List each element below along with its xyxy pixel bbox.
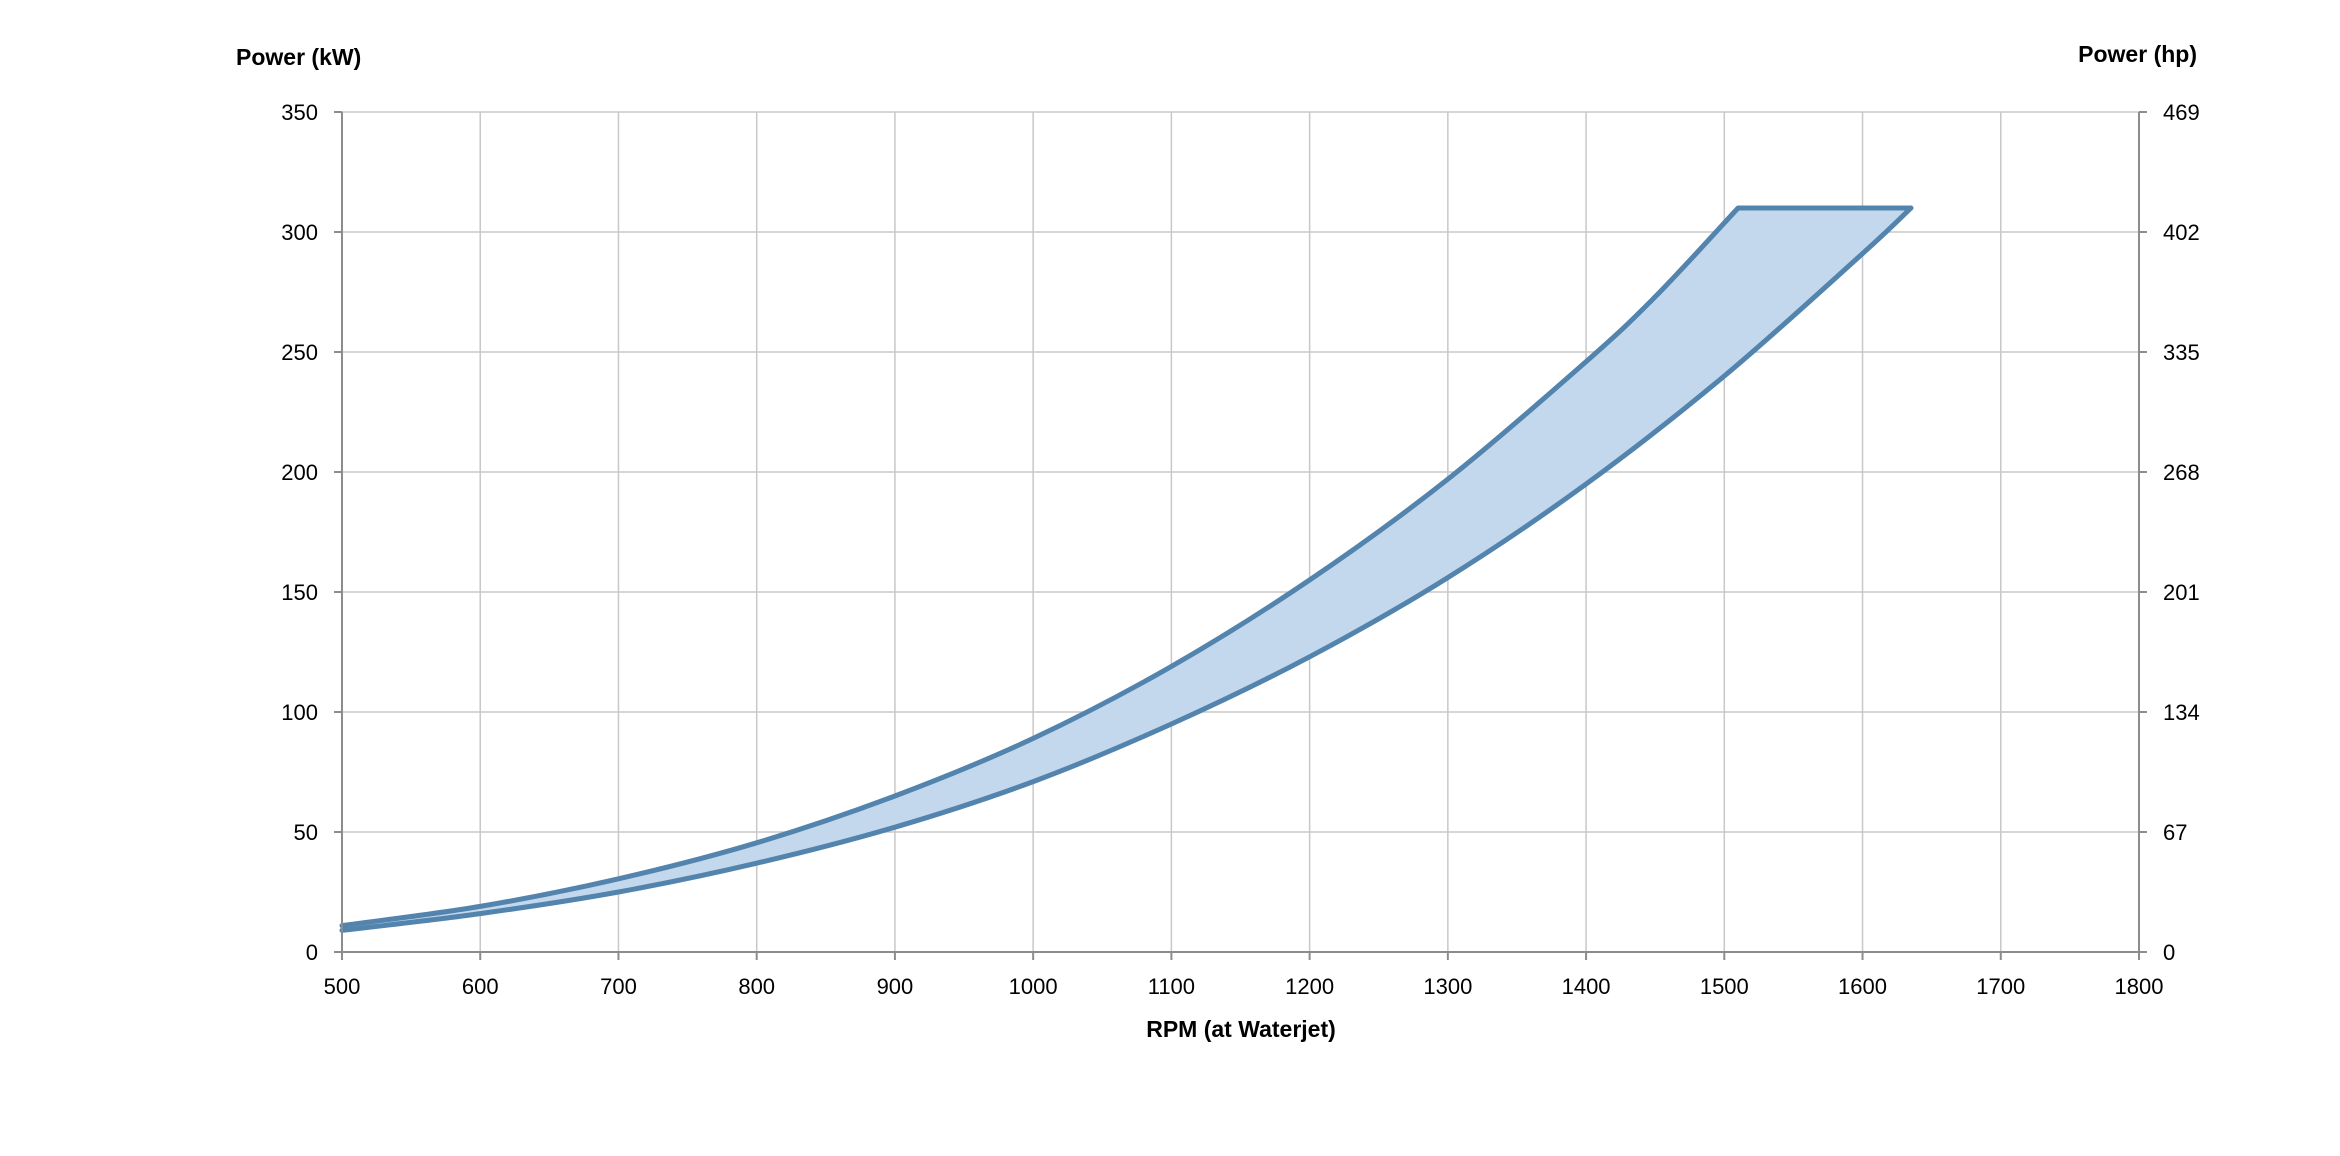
- x-tick-label: 600: [462, 974, 499, 999]
- y-left-tick-label: 350: [281, 100, 318, 125]
- labels-layer: 0 0 50 67 100 134 150 201 200 268 250 335 300 402 350 4…: [281, 100, 2199, 999]
- y-left-axis-title: Power (kW): [236, 44, 361, 70]
- y-right-tick-label: 469: [2163, 100, 2200, 125]
- x-tick-label: 1300: [1423, 974, 1472, 999]
- y-left-tick-label: 100: [281, 700, 318, 725]
- y-right-tick-label: 402: [2163, 220, 2200, 245]
- lower-power-curve: [339, 205, 1914, 933]
- x-tick-label: 1800: [2115, 974, 2164, 999]
- power-band-fill: [342, 208, 1911, 931]
- x-tick-label: 500: [324, 974, 361, 999]
- y-left-tick-label: 150: [281, 580, 318, 605]
- x-tick-label: 800: [738, 974, 775, 999]
- y-left-tick-label: 50: [294, 820, 318, 845]
- x-tick-label: 1000: [1009, 974, 1058, 999]
- y-left-tick-label: 300: [281, 220, 318, 245]
- y-right-tick-label: 0: [2163, 940, 2175, 965]
- x-tick-label: 1400: [1562, 974, 1611, 999]
- x-tick-label: 1200: [1285, 974, 1334, 999]
- upper-power-curve: [339, 205, 1914, 929]
- y-right-tick-label: 335: [2163, 340, 2200, 365]
- y-right-tick-label: 268: [2163, 460, 2200, 485]
- y-left-tick-label: 250: [281, 340, 318, 365]
- y-right-tick-label: 67: [2163, 820, 2187, 845]
- y-right-axis-title: Power (hp): [2078, 41, 2197, 67]
- axes-layer: [334, 111, 2147, 960]
- x-tick-label: 700: [600, 974, 637, 999]
- y-left-tick-label: 200: [281, 460, 318, 485]
- x-axis-title: RPM (at Waterjet): [1146, 1016, 1336, 1042]
- y-right-tick-label: 134: [2163, 700, 2200, 725]
- grid-layer: [342, 111, 2139, 952]
- x-tick-label: 1100: [1148, 974, 1195, 999]
- y-left-tick-label: 0: [306, 940, 318, 965]
- x-tick-label: 1600: [1838, 974, 1887, 999]
- x-tick-label: 900: [877, 974, 914, 999]
- x-tick-label: 1700: [1976, 974, 2025, 999]
- area-layer: [339, 205, 1914, 933]
- y-right-tick-label: 201: [2163, 580, 2200, 605]
- x-tick-label: 1500: [1700, 974, 1749, 999]
